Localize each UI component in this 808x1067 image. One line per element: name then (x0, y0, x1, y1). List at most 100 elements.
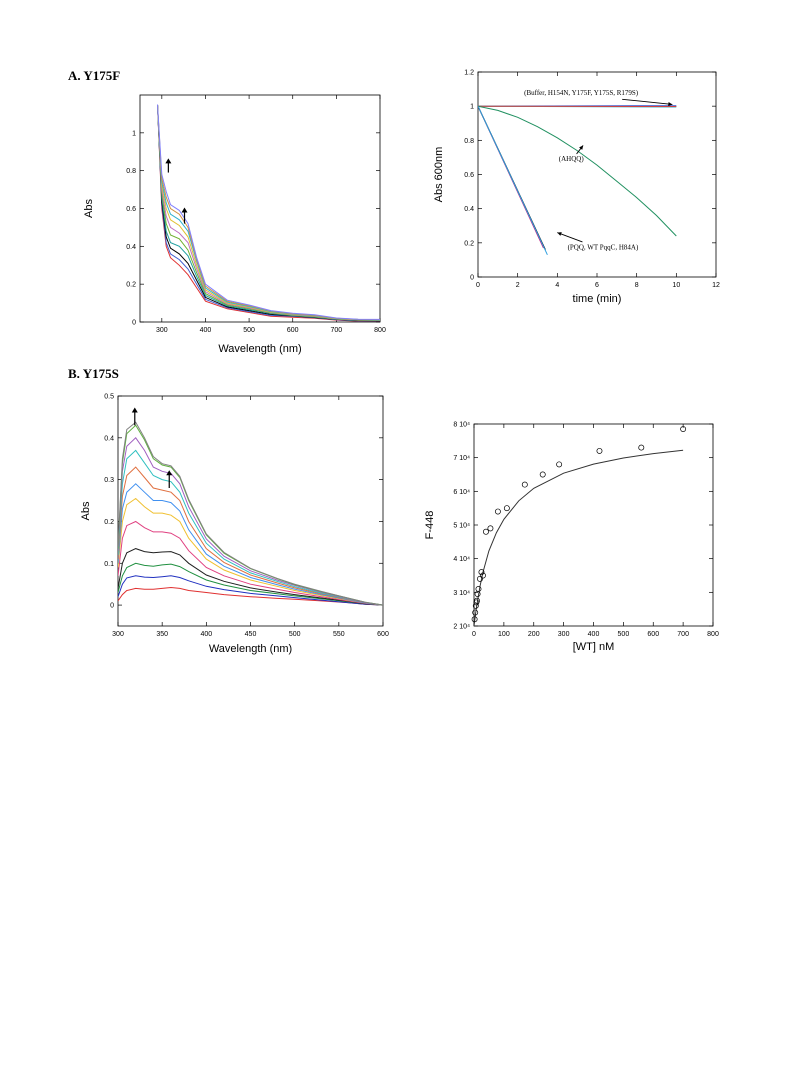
x-tick-label: 500 (243, 327, 255, 334)
x-tick-label: 0 (472, 631, 476, 638)
x-tick-label: 300 (156, 327, 168, 334)
annotation-text: (PQQ, WT PqqC, H84A) (568, 244, 639, 252)
y-tick-label: 1 (132, 130, 136, 137)
y-tick-label: 0.8 (464, 138, 474, 145)
data-point (487, 525, 494, 532)
x-tick-label: 500 (289, 631, 301, 638)
data-point (475, 586, 482, 592)
series-line (157, 104, 380, 320)
y-tick-label: 0.5 (104, 394, 114, 401)
annotation-arrow-head (579, 145, 584, 150)
x-tick-label: 4 (555, 282, 559, 289)
y-axis-title: F-448 (424, 511, 436, 540)
x-tick-label: 550 (333, 631, 345, 638)
x-tick-label: 8 (635, 282, 639, 289)
up-arrow-head (181, 207, 188, 213)
x-tick-label: 600 (287, 327, 299, 334)
series-line (157, 104, 380, 322)
data-point (638, 444, 645, 451)
series-line (118, 562, 383, 606)
data-point (680, 426, 687, 432)
series-line (157, 104, 380, 321)
y-tick-label: 0.8 (126, 168, 136, 175)
y-tick-label: 7 10⁴ (453, 455, 470, 462)
fit-curve (474, 449, 684, 626)
y-tick-label: 0.4 (104, 435, 114, 442)
x-tick-label: 0 (476, 282, 480, 289)
x-tick-label: 10 (672, 282, 680, 289)
y-tick-label: 6 10⁴ (453, 489, 470, 496)
annotation-arrow (557, 232, 583, 243)
y-tick-label: 0.2 (126, 282, 136, 289)
plot-area (478, 105, 677, 256)
series-line (118, 497, 383, 606)
y-axis-title: Abs (83, 199, 95, 218)
series-line (478, 105, 677, 237)
x-tick-label: 400 (200, 327, 212, 334)
x-axis-title: Wavelength (nm) (218, 343, 301, 355)
y-tick-label: 0.1 (104, 561, 114, 568)
y-tick-label: 0 (110, 603, 114, 610)
panel-label-a: A. Y175F (68, 68, 121, 83)
series-line (118, 449, 383, 606)
series-line (118, 586, 383, 606)
x-tick-label: 400 (588, 631, 600, 638)
x-tick-label: 12 (712, 282, 720, 289)
x-axis-title: [WT] nM (573, 641, 615, 653)
plot-area (474, 449, 684, 626)
x-tick-label: 300 (112, 631, 124, 638)
series-line (157, 104, 380, 321)
x-axis-title: time (min) (573, 293, 622, 305)
y-tick-label: 0.6 (126, 206, 136, 213)
data-point (480, 572, 486, 579)
x-tick-label: 700 (331, 327, 343, 334)
y-tick-label: 0.3 (104, 477, 114, 484)
data-point (539, 471, 546, 478)
up-arrow-head (166, 470, 173, 476)
series-line (118, 424, 383, 606)
annotation-text: (Buffer, H154N, Y175F, Y175S, R179S) (524, 89, 639, 97)
x-tick-label: 450 (245, 631, 257, 638)
series-line (118, 466, 383, 606)
series-line (118, 575, 383, 606)
x-tick-label: 400 (200, 631, 212, 638)
plot-frame (473, 423, 714, 627)
annotation-arrow-head (557, 232, 562, 236)
x-tick-label: 100 (498, 631, 510, 638)
series-line (118, 483, 383, 606)
chart-b_binding: 0 100 200 300 400 500 600 700 800 2 10⁴ 3 10⁴ 4 10⁴… (424, 422, 719, 654)
y-tick-label: 0.4 (464, 206, 474, 213)
x-tick-label: 800 (707, 631, 719, 638)
series-line (118, 520, 383, 606)
data-point (494, 508, 501, 515)
x-tick-label: 2 (516, 282, 520, 289)
series-line (157, 104, 380, 320)
annotation-arrow (622, 98, 673, 105)
series-line (118, 421, 383, 606)
up-arrow-head (165, 158, 172, 164)
x-tick-label: 6 (595, 282, 599, 289)
x-tick-label: 300 (558, 631, 570, 638)
up-arrow-head (131, 407, 138, 413)
y-tick-label: 0.6 (464, 172, 474, 179)
annotation-arrow-head (668, 102, 673, 107)
series-line (478, 105, 548, 256)
data-point (471, 616, 478, 623)
data-point (503, 505, 510, 512)
series-line (157, 104, 380, 321)
chart-a_kinetics: 0 2 4 6 8 10 12 0 0.2 0.4 0.6 0.8 1 1.2 time (min) Abs … (433, 70, 720, 306)
y-tick-label: 4 10⁴ (453, 556, 470, 563)
y-tick-label: 1.2 (464, 70, 474, 77)
y-tick-label: 0 (470, 275, 474, 282)
y-tick-label: 0.2 (104, 519, 114, 526)
series-line (157, 104, 380, 321)
x-tick-label: 600 (377, 631, 389, 638)
data-point (556, 461, 563, 468)
data-point (474, 597, 480, 604)
y-tick-label: 3 10⁴ (453, 590, 470, 597)
plot-area (157, 104, 380, 322)
series-line (157, 104, 380, 322)
data-point (477, 575, 483, 582)
y-tick-label: 2 10⁴ (453, 624, 470, 631)
